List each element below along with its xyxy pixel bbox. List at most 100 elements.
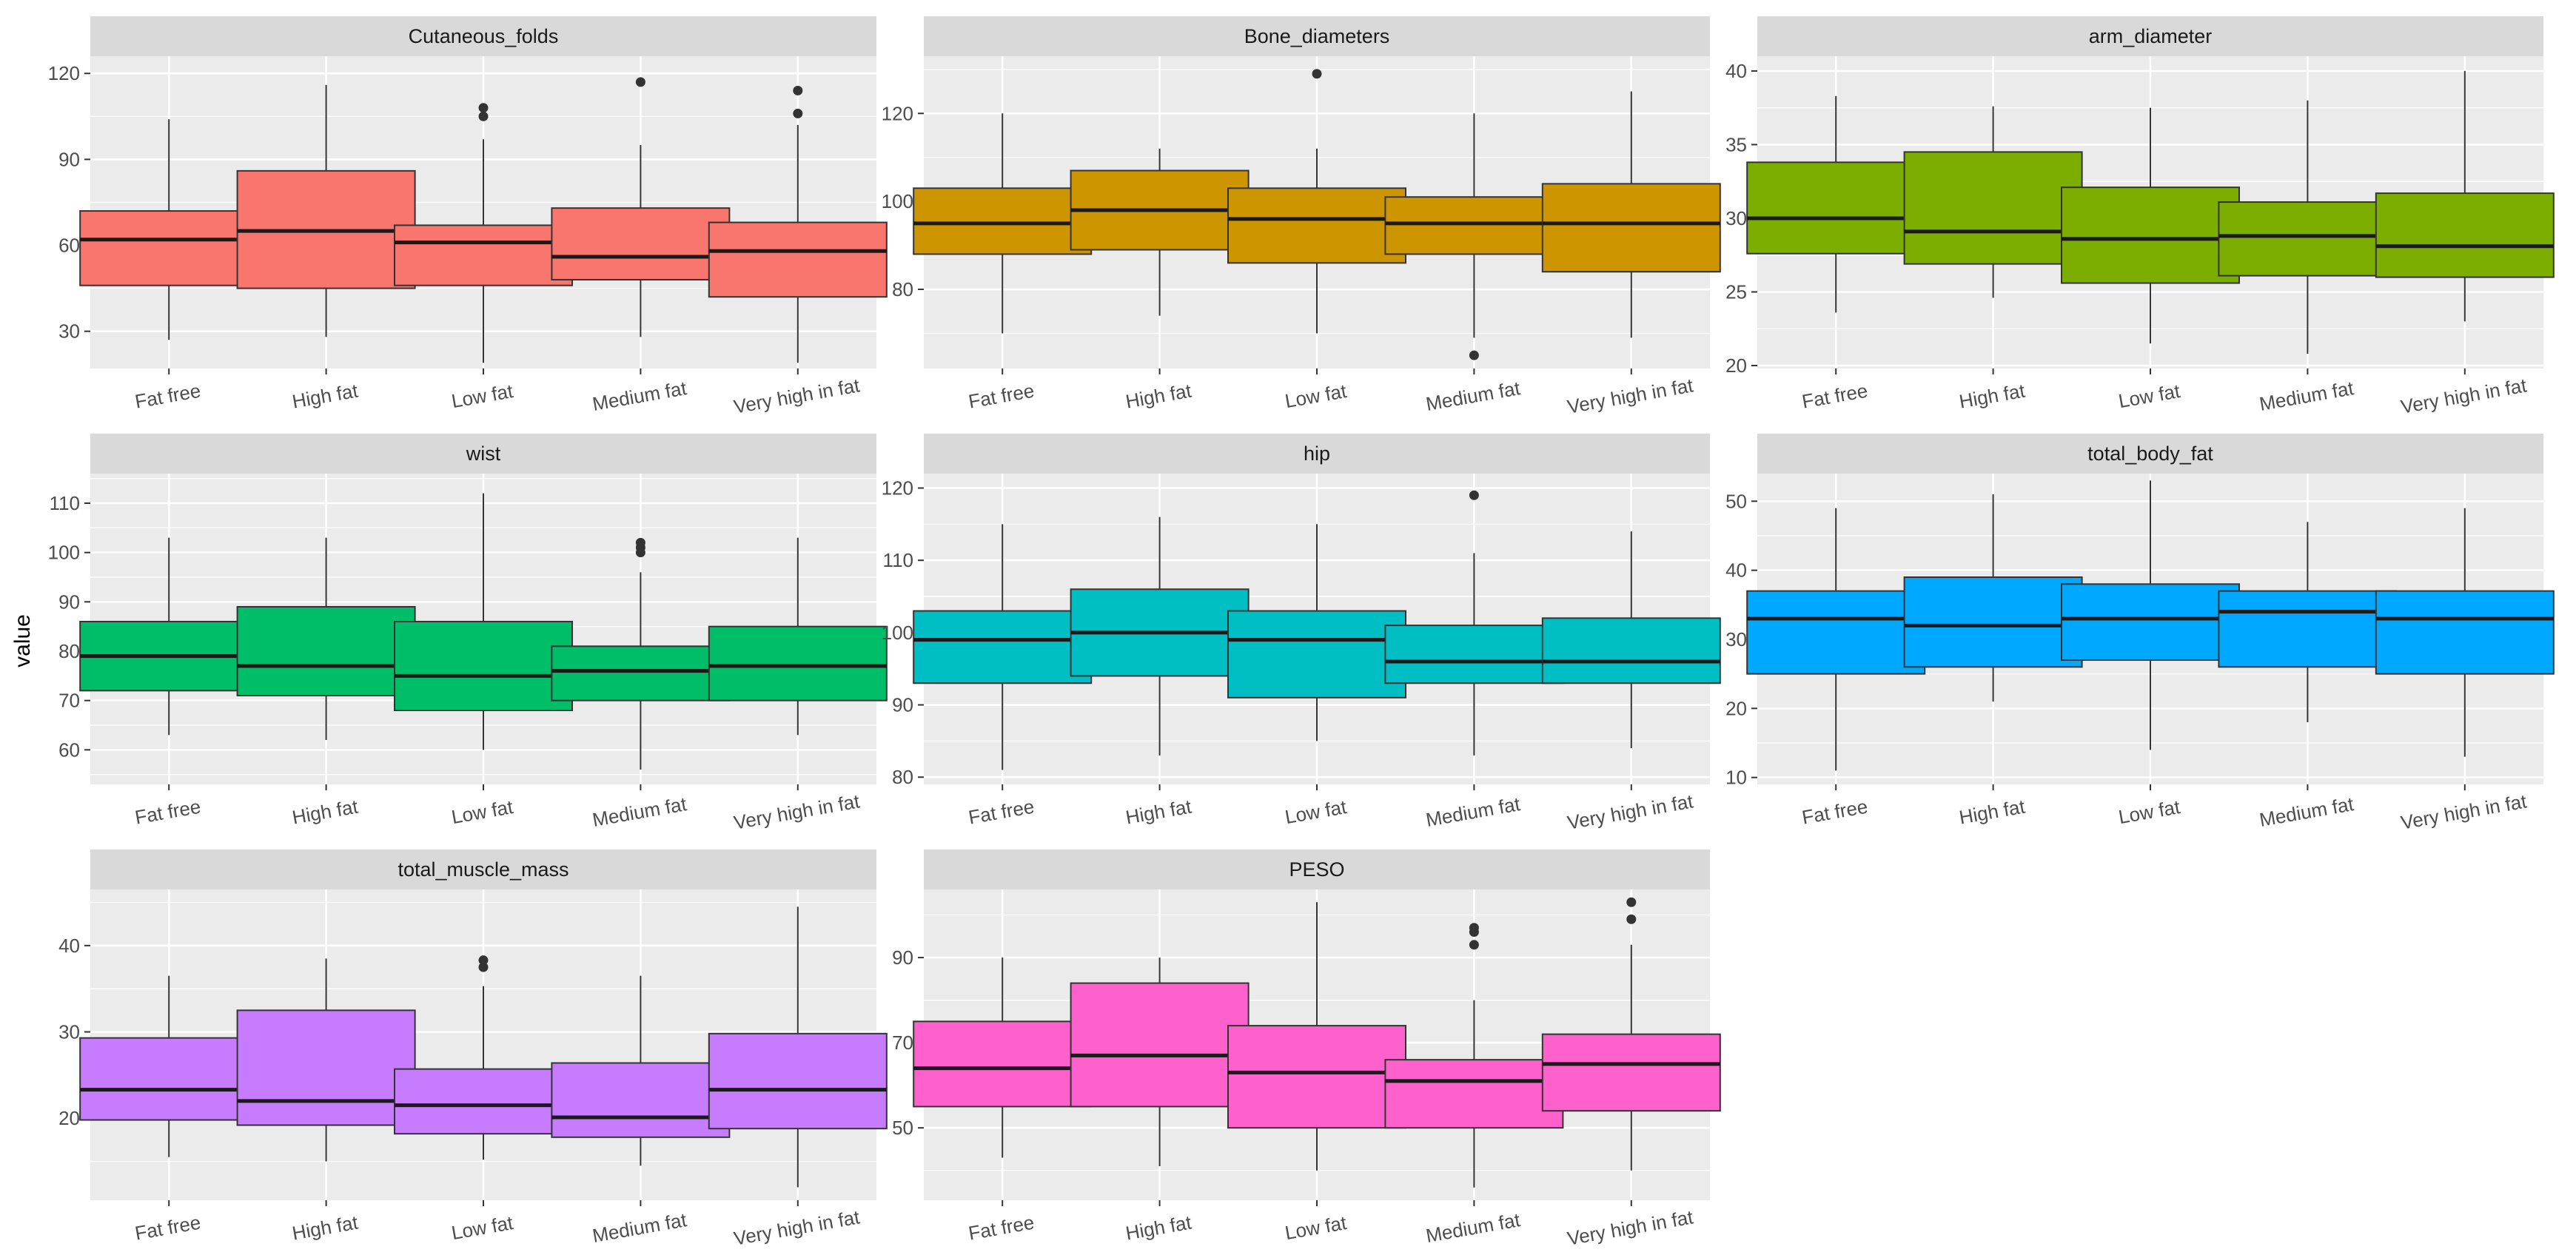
box-iqr	[394, 224, 573, 286]
y-tick-label: 50	[1725, 490, 1747, 512]
box-iqr	[1541, 1033, 1721, 1112]
box-medium-fat	[1384, 490, 1564, 756]
box-iqr	[1746, 590, 1926, 675]
box-high-fat	[236, 958, 416, 1162]
box-low-fat	[1227, 69, 1406, 334]
outlier-point	[1312, 69, 1322, 79]
outlier-point	[1626, 897, 1637, 907]
box-fat-free	[913, 113, 1093, 334]
facet-strip	[924, 16, 1710, 56]
box-iqr	[1746, 161, 1926, 255]
outlier-point	[478, 962, 489, 972]
y-tick-label: 40	[1725, 559, 1747, 582]
box-low-fat	[394, 955, 573, 1160]
y-tick-label: 30	[1725, 628, 1747, 650]
box-medium-fat	[1384, 113, 1564, 360]
box-low-fat	[394, 103, 573, 363]
box-medium-fat	[2218, 100, 2398, 354]
box-iqr	[708, 221, 888, 298]
y-tick-label: 20	[1725, 354, 1747, 377]
facet-title: arm_diameter	[2089, 25, 2213, 47]
box-iqr	[1227, 1025, 1406, 1129]
y-tick-label: 100	[48, 542, 80, 564]
y-tick-label: 70	[58, 690, 80, 712]
outlier-point	[1469, 940, 1479, 950]
y-tick-label: 20	[1725, 697, 1747, 719]
box-very-high-in-fat	[1541, 91, 1721, 338]
facet-title: wist	[466, 443, 501, 465]
box-high-fat	[1903, 106, 2083, 298]
facet-strip	[90, 849, 876, 889]
facet-title: hip	[1304, 443, 1330, 465]
y-tick-label: 70	[892, 1032, 913, 1054]
box-iqr	[1384, 1059, 1564, 1129]
box-iqr	[551, 207, 731, 280]
box-fat-free	[1746, 508, 1926, 771]
box-very-high-in-fat	[708, 85, 888, 363]
box-very-high-in-fat	[708, 537, 888, 736]
box-iqr	[551, 1062, 731, 1138]
box-fat-free	[79, 975, 259, 1157]
y-tick-label: 110	[50, 492, 80, 514]
y-tick-label: 40	[1725, 60, 1747, 82]
box-low-fat	[2061, 480, 2240, 750]
outlier-point	[1469, 490, 1479, 500]
outlier-point	[635, 537, 645, 548]
box-iqr	[551, 645, 731, 701]
y-tick-label: 90	[892, 694, 913, 716]
facet-strip	[1757, 434, 2543, 474]
y-tick-label: 10	[1725, 767, 1747, 789]
y-tick-label: 25	[1725, 280, 1747, 303]
box-iqr	[1903, 576, 2083, 668]
box-medium-fat	[551, 537, 731, 770]
y-tick-label: 80	[892, 278, 913, 300]
facet-strip	[90, 16, 876, 56]
y-tick-label: 110	[883, 549, 913, 571]
y-tick-label: 60	[58, 235, 80, 257]
box-iqr	[394, 621, 573, 711]
y-tick-label: 120	[882, 477, 913, 499]
box-iqr	[2061, 186, 2240, 284]
box-high-fat	[1903, 494, 2083, 701]
box-iqr	[236, 1009, 416, 1126]
y-tick-label: 90	[892, 946, 913, 969]
outlier-point	[793, 85, 803, 95]
facet-strip	[1757, 16, 2543, 56]
box-iqr	[913, 610, 1093, 684]
facet-title: Cutaneous_folds	[409, 25, 559, 47]
box-low-fat	[2061, 107, 2240, 344]
box-iqr	[913, 187, 1093, 255]
box-fat-free	[1746, 95, 1926, 313]
y-tick-label: 60	[58, 738, 80, 761]
box-low-fat	[1227, 524, 1406, 741]
box-iqr	[1070, 982, 1250, 1108]
facet-title: total_muscle_mass	[398, 858, 568, 881]
box-very-high-in-fat	[1541, 531, 1721, 749]
facet-strip	[90, 434, 876, 474]
y-tick-label: 80	[58, 640, 80, 662]
box-iqr	[2375, 590, 2555, 675]
outlier-point	[478, 111, 489, 121]
box-iqr	[79, 1037, 259, 1121]
box-fat-free	[913, 524, 1093, 770]
facet-strip	[924, 434, 1710, 474]
outlier-point	[1469, 350, 1479, 360]
facet-title: Bone_diameters	[1244, 25, 1390, 47]
box-iqr	[1384, 625, 1564, 684]
facet-title: PESO	[1289, 858, 1344, 881]
y-tick-label: 20	[58, 1107, 80, 1129]
y-tick-label: 30	[58, 320, 80, 343]
box-fat-free	[79, 537, 259, 736]
box-iqr	[236, 606, 416, 696]
y-tick-label: 35	[1725, 133, 1747, 155]
box-iqr	[708, 625, 888, 701]
box-iqr	[1227, 610, 1406, 699]
box-iqr	[708, 1032, 888, 1130]
outlier-point	[478, 103, 489, 113]
